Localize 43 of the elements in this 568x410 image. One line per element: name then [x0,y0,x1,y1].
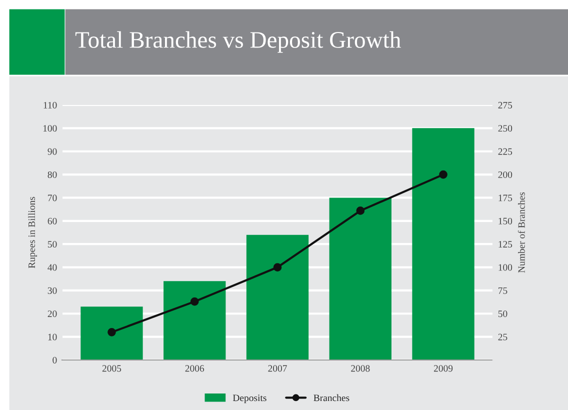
bar [80,306,143,360]
x-tick-label: 2009 [434,365,453,372]
y2-tick-label: 200 [498,171,512,178]
y2-tick-label: 75 [498,287,508,294]
point [356,206,365,215]
x-tick-label: 2008 [351,365,370,372]
y2-tick-label: 250 [498,125,512,132]
bar [329,198,392,360]
y2-tick-label: 50 [498,310,508,318]
legend-label: Branches [314,394,350,402]
y2-tick-label: 150 [498,218,512,224]
point [439,170,448,179]
y-tick-label: 90 [48,148,57,155]
y-tick-label: 10 [48,334,57,340]
legend-label: Deposits [232,394,266,404]
y2-axis-title: Number of Branches [518,192,525,273]
x-tick-label: 2005 [102,365,122,372]
point [190,297,199,306]
y-tick-label: 70 [48,194,57,202]
bar [246,234,309,360]
y-tick-label: 100 [43,125,57,132]
x-tick-label: 2007 [268,365,287,372]
y-tick-label: 20 [48,310,57,318]
y2-tick-label: 100 [498,264,512,271]
y-tick-label: 30 [48,287,57,294]
y-tick-label: 110 [44,102,57,108]
y2-tick-label: 175 [498,194,512,202]
y-tick-label: 50 [48,241,57,248]
y-tick-label: 40 [48,264,57,271]
y2-tick-label: 125 [498,241,512,248]
bar [164,281,226,360]
y2-tick-label: 275 [498,102,512,108]
chart-title: Total Branches vs Deposit Growth [75,31,401,53]
x-tick-label: 2006 [185,365,204,372]
y2-tick-label: 25 [498,334,508,340]
point [273,263,282,272]
y-axis-title: Rupees in Billions [28,196,37,268]
y-tick-label: 80 [48,171,57,178]
y-tick-label: 60 [48,218,57,224]
bar [412,128,474,360]
y-tick-label: 0 [52,356,57,364]
y2-tick-label: 225 [498,148,512,155]
point [108,328,116,336]
